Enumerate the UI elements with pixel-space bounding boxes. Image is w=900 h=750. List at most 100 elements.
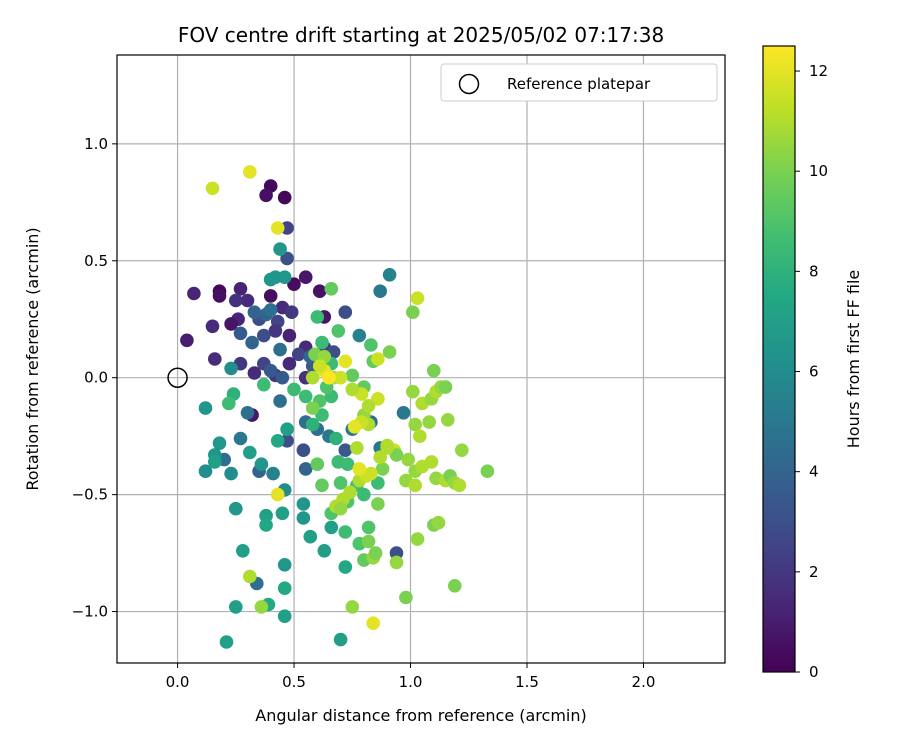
scatter-point <box>413 429 427 444</box>
scatter-point <box>338 525 353 539</box>
y-tick-label: 0.5 <box>84 252 108 270</box>
scatter-point <box>280 434 294 448</box>
scatter-point <box>198 401 213 415</box>
scatter-point <box>357 487 371 502</box>
scatter-point <box>347 420 362 434</box>
scatter-point <box>455 443 469 458</box>
scatter-point <box>401 452 416 467</box>
scatter-point <box>406 384 420 399</box>
scatter-point <box>257 377 271 392</box>
scatter-point <box>448 579 462 593</box>
scatter-point <box>273 342 287 357</box>
scatter-point <box>422 415 437 429</box>
scatter-point <box>408 478 423 493</box>
scatter-point <box>208 352 222 366</box>
scatter-point <box>324 520 339 535</box>
scatter-point <box>205 319 220 334</box>
legend-label: Reference platepar <box>507 75 651 93</box>
scatter-point <box>280 251 294 266</box>
scatter-point <box>296 443 311 458</box>
scatter-point <box>389 546 404 560</box>
x-tick-label: 1.0 <box>399 673 423 691</box>
scatter-point <box>219 635 234 649</box>
scatter-point <box>305 401 320 415</box>
colorbar-label: Hours from first FF file <box>844 270 863 449</box>
scatter-point <box>352 328 367 343</box>
scatter-point <box>229 293 243 308</box>
scatter-point <box>212 436 227 451</box>
scatter-point <box>287 382 301 397</box>
colorbar-tick-label: 12 <box>809 62 828 80</box>
scatter-point <box>263 272 278 287</box>
scatter-point <box>315 478 329 493</box>
scatter-point <box>284 305 299 320</box>
scatter-point <box>373 284 388 299</box>
scatter-point <box>350 441 364 455</box>
colorbar-tick-label: 10 <box>809 162 828 180</box>
scatter-point <box>277 581 292 595</box>
scatter-point <box>224 466 238 481</box>
scatter-point <box>233 326 248 341</box>
scatter-point <box>233 282 248 296</box>
scatter-point <box>368 546 383 560</box>
scatter-point <box>275 506 290 521</box>
scatter-point <box>229 600 243 614</box>
scatter-point <box>345 600 360 614</box>
scatter-point <box>247 305 262 320</box>
scatter-point <box>254 457 269 472</box>
scatter-point <box>340 457 355 472</box>
scatter-point <box>406 305 420 320</box>
scatter-point <box>280 221 294 235</box>
legend-box <box>440 63 718 102</box>
scatter-point <box>270 487 285 502</box>
scatter-point <box>212 289 227 303</box>
scatter-point <box>366 616 381 630</box>
scatter-point <box>338 560 353 574</box>
scatter-point <box>371 392 385 406</box>
colorbar-tick-label: 2 <box>809 563 819 581</box>
scatter-point <box>180 333 194 348</box>
scatter-point <box>310 310 325 324</box>
legend-marker <box>458 73 480 95</box>
scatter-point <box>331 324 346 338</box>
y-tick-label: −1.0 <box>72 603 108 621</box>
scatter-point <box>224 317 238 331</box>
x-tick-label: 0.5 <box>282 673 306 691</box>
scatter-point <box>277 609 292 623</box>
scatter-point <box>263 289 278 303</box>
scatter-point <box>389 448 404 462</box>
scatter-point <box>329 431 343 446</box>
colorbar-ticks: 0 2 4 6 8 10 12 <box>795 62 828 681</box>
scatter-point <box>317 544 332 558</box>
scatter-point <box>345 382 360 397</box>
scatter-point <box>382 268 397 282</box>
x-axis-label: Angular distance from reference (arcmin) <box>255 706 586 725</box>
scatter-point <box>303 529 318 544</box>
scatter-point <box>298 389 313 404</box>
scatter-point <box>205 181 220 196</box>
scatter-point <box>452 478 467 493</box>
colorbar: 0 2 4 6 8 10 12 Hours from first FF file <box>762 45 863 681</box>
scatter-point <box>243 165 257 179</box>
scatter-point <box>399 590 413 605</box>
scatter-point <box>224 361 238 376</box>
scatter-point <box>345 368 360 383</box>
scatter-point <box>375 462 390 476</box>
scatter-point <box>298 462 313 476</box>
scatter-point <box>371 352 385 366</box>
scatter-point <box>361 399 376 413</box>
scatter-point <box>245 335 259 350</box>
scatter-point <box>338 354 353 369</box>
scatter-point <box>410 532 425 546</box>
scatter-point <box>305 370 320 385</box>
scatter-point <box>259 188 273 203</box>
plot-area-frame <box>116 54 726 664</box>
scatter-point <box>268 324 283 338</box>
scatter-point <box>275 370 290 385</box>
scatter-point <box>296 497 311 511</box>
scatter-point <box>240 293 255 308</box>
scatter-point <box>410 291 425 306</box>
scatter-point <box>291 347 306 362</box>
scatter-point <box>208 455 222 469</box>
